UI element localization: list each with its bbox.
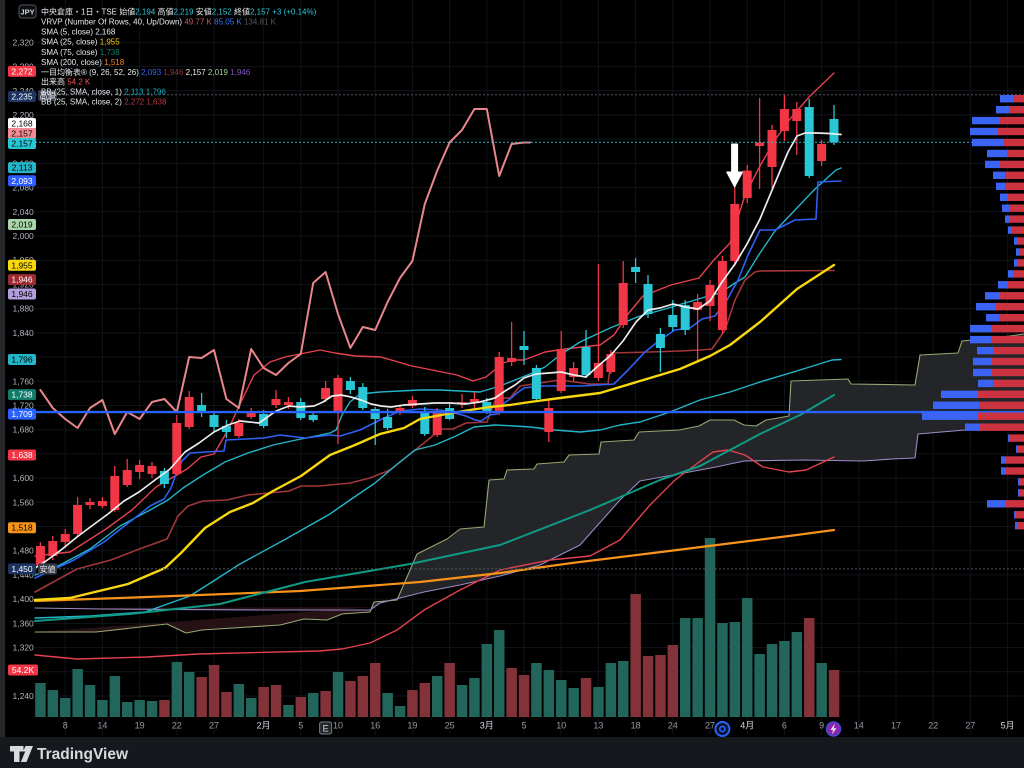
svg-text:4月: 4月 — [740, 721, 754, 731]
svg-text:TradingView: TradingView — [37, 746, 129, 763]
svg-text:18: 18 — [631, 721, 641, 731]
svg-text:19: 19 — [407, 721, 417, 731]
svg-text:1,240: 1,240 — [13, 691, 35, 701]
svg-text:1,955: 1,955 — [11, 260, 33, 270]
svg-text:5月: 5月 — [1001, 721, 1015, 731]
svg-text:1,440: 1,440 — [13, 570, 35, 580]
svg-text:27: 27 — [965, 721, 975, 731]
svg-text:出来高 54.2 K: 出来高 54.2 K — [41, 77, 91, 87]
svg-text:SMA (200, close) 1,518: SMA (200, close) 1,518 — [41, 58, 125, 67]
svg-text:1,946: 1,946 — [11, 289, 33, 299]
svg-text:1,600: 1,600 — [13, 473, 35, 483]
svg-text:22: 22 — [928, 721, 938, 731]
svg-text:BB (25, SMA, close, 2) 2,272: BB (25, SMA, close, 2) 2,272 1,638 — [41, 98, 167, 107]
svg-text:2,000: 2,000 — [13, 231, 35, 241]
svg-text:1,680: 1,680 — [13, 425, 35, 435]
svg-text:1,840: 1,840 — [13, 328, 35, 338]
svg-text:2,235: 2,235 — [11, 92, 33, 102]
svg-text:14: 14 — [854, 721, 864, 731]
svg-text:1,796: 1,796 — [11, 355, 33, 365]
svg-text:5: 5 — [298, 721, 303, 731]
svg-text:VRVP (Number Of Rows, 40, Up/D: VRVP (Number Of Rows, 40, Up/Down) 49.77… — [41, 18, 277, 27]
svg-text:JPY: JPY — [20, 8, 34, 17]
svg-text:2月: 2月 — [257, 721, 271, 731]
svg-text:2,272: 2,272 — [11, 66, 33, 76]
svg-text:2,157: 2,157 — [11, 129, 33, 139]
svg-text:1,946: 1,946 — [11, 275, 33, 285]
svg-text:54.2K: 54.2K — [12, 665, 35, 675]
svg-text:2,157: 2,157 — [11, 139, 33, 149]
svg-text:2,168: 2,168 — [11, 119, 33, 129]
svg-text:SMA (25, close) 1,955: SMA (25, close) 1,955 — [41, 38, 120, 47]
svg-text:1,738: 1,738 — [11, 390, 33, 400]
svg-text:16: 16 — [370, 721, 380, 731]
svg-text:1,360: 1,360 — [13, 618, 35, 628]
svg-text:14: 14 — [97, 721, 107, 731]
svg-text:1,709: 1,709 — [11, 409, 33, 419]
svg-text:中央倉庫・1日・TSE 始値2,194 高値2,219 安値: 中央倉庫・1日・TSE 始値2,194 高値2,219 安値2,152 終値2,… — [41, 7, 317, 17]
svg-text:1,880: 1,880 — [13, 304, 35, 314]
svg-text:27: 27 — [209, 721, 219, 731]
svg-text:8: 8 — [63, 721, 68, 731]
svg-text:1,720: 1,720 — [13, 401, 35, 411]
svg-text:安値: 安値 — [40, 564, 56, 574]
svg-text:一目均衡表® (9, 26, 52, 26) 2,093: 一目均衡表® (9, 26, 52, 26) 2,093 1,946 2,157… — [41, 67, 251, 77]
svg-text:1,560: 1,560 — [13, 497, 35, 507]
svg-text:2,093: 2,093 — [11, 176, 33, 186]
svg-text:2,200: 2,200 — [13, 110, 35, 120]
svg-text:19: 19 — [135, 721, 145, 731]
svg-text:10: 10 — [333, 721, 343, 731]
svg-text:2,040: 2,040 — [13, 207, 35, 217]
svg-text:E: E — [323, 724, 329, 734]
svg-text:2,019: 2,019 — [11, 220, 33, 230]
svg-text:高値: 高値 — [40, 91, 56, 101]
svg-text:3月: 3月 — [480, 721, 494, 731]
svg-text:22: 22 — [172, 721, 182, 731]
svg-text:SMA (75, close) 1,738: SMA (75, close) 1,738 — [41, 48, 120, 57]
svg-text:1,400: 1,400 — [13, 594, 35, 604]
svg-text:10: 10 — [556, 721, 566, 731]
svg-text:1,638: 1,638 — [11, 450, 33, 460]
svg-text:BB (25, SMA, close, 1) 2,113: BB (25, SMA, close, 1) 2,113 1,796 — [41, 88, 166, 97]
svg-text:24: 24 — [668, 721, 678, 731]
svg-text:6: 6 — [782, 721, 787, 731]
svg-text:9: 9 — [819, 721, 824, 731]
svg-text:2,113: 2,113 — [12, 163, 33, 173]
svg-text:2,320: 2,320 — [13, 37, 35, 47]
svg-text:1,480: 1,480 — [13, 546, 35, 556]
svg-text:1,450: 1,450 — [11, 564, 33, 574]
svg-text:1,320: 1,320 — [13, 643, 35, 653]
svg-text:17: 17 — [891, 721, 901, 731]
svg-text:1,518: 1,518 — [11, 523, 33, 533]
svg-text:27: 27 — [705, 721, 715, 731]
svg-text:25: 25 — [445, 721, 455, 731]
svg-text:2,080: 2,080 — [13, 183, 35, 193]
svg-text:13: 13 — [593, 721, 603, 731]
svg-text:5: 5 — [521, 721, 526, 731]
svg-text:1,760: 1,760 — [13, 376, 35, 386]
svg-text:SMA (5, close) 2,168: SMA (5, close) 2,168 — [41, 28, 116, 37]
svg-text:2,240: 2,240 — [13, 86, 35, 96]
